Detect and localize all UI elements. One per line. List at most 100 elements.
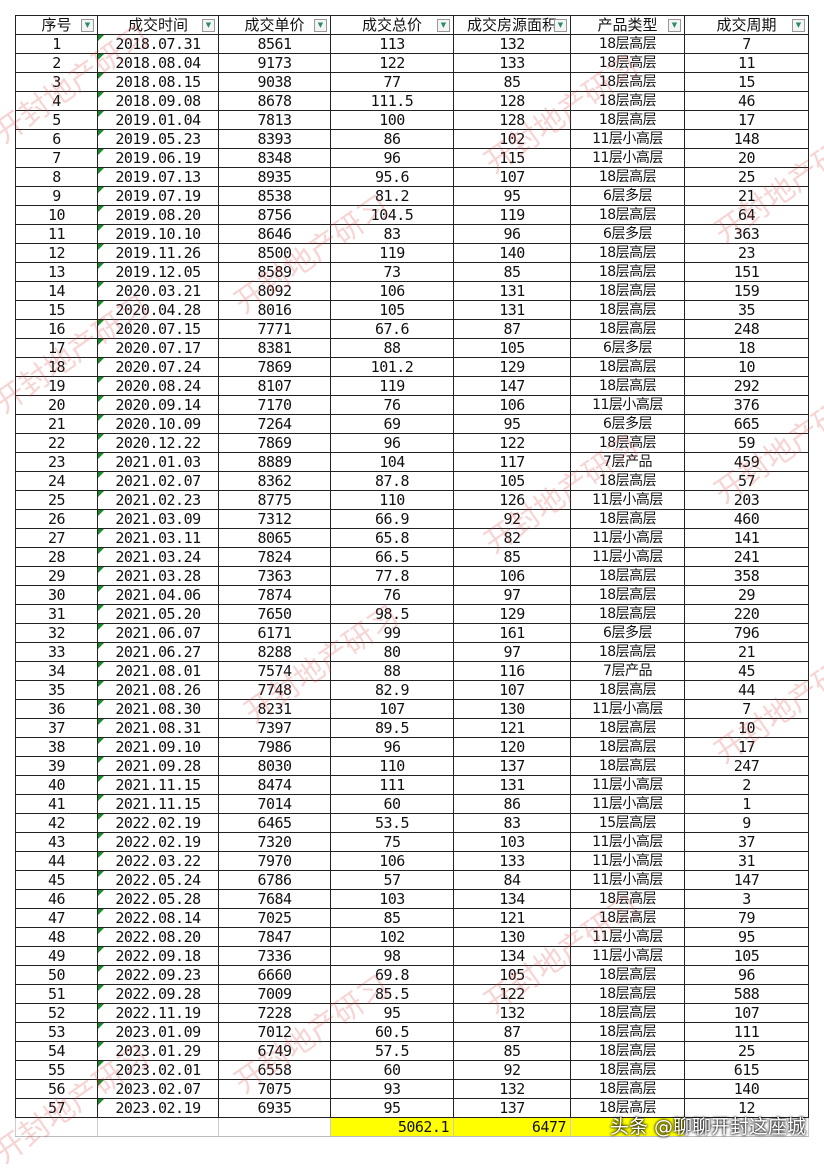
table-cell[interactable]: 796: [684, 623, 809, 643]
table-cell[interactable]: 18层高层: [570, 433, 685, 453]
table-cell[interactable]: 105: [453, 471, 571, 491]
table-cell[interactable]: 11层小高层: [570, 946, 685, 966]
table-cell[interactable]: 18层高层: [570, 34, 685, 54]
table-cell[interactable]: 2022.08.20: [97, 927, 219, 947]
table-cell[interactable]: 2023.02.01: [97, 1060, 219, 1080]
table-cell[interactable]: 110: [330, 756, 454, 776]
table-cell[interactable]: 42: [15, 813, 98, 833]
table-cell[interactable]: 2019.12.05: [97, 262, 219, 282]
table-cell[interactable]: 13: [15, 262, 98, 282]
table-cell[interactable]: 130: [453, 927, 571, 947]
table-cell[interactable]: 11层小高层: [570, 129, 685, 149]
table-cell[interactable]: 92: [453, 1060, 571, 1080]
table-cell[interactable]: 33: [15, 642, 98, 662]
table-cell[interactable]: 2020.07.24: [97, 357, 219, 377]
table-cell[interactable]: 60.5: [330, 1022, 454, 1042]
table-cell[interactable]: 2021.01.03: [97, 452, 219, 472]
table-cell[interactable]: 6660: [218, 965, 331, 985]
table-cell[interactable]: 134: [453, 889, 571, 909]
table-cell[interactable]: 18层高层: [570, 110, 685, 130]
table-cell[interactable]: 8756: [218, 205, 331, 225]
table-cell[interactable]: 2021.03.09: [97, 509, 219, 529]
table-cell[interactable]: 103: [330, 889, 454, 909]
table-cell[interactable]: 67.6: [330, 319, 454, 339]
table-cell[interactable]: 11: [684, 53, 809, 73]
table-cell[interactable]: 8: [15, 167, 98, 187]
table-cell[interactable]: 119: [330, 243, 454, 263]
table-cell[interactable]: 87: [453, 1022, 571, 1042]
table-cell[interactable]: 89.5: [330, 718, 454, 738]
table-cell[interactable]: 82: [453, 528, 571, 548]
table-cell[interactable]: 2022.02.19: [97, 832, 219, 852]
table-cell[interactable]: 6935: [218, 1098, 331, 1118]
table-cell[interactable]: 35: [15, 680, 98, 700]
table-cell[interactable]: 3: [684, 889, 809, 909]
table-cell[interactable]: 11层小高层: [570, 870, 685, 890]
table-cell[interactable]: 2021.03.24: [97, 547, 219, 567]
table-cell[interactable]: 30: [15, 585, 98, 605]
table-cell[interactable]: 57: [684, 471, 809, 491]
table-cell[interactable]: 6层多层: [570, 338, 685, 358]
table-cell[interactable]: 7970: [218, 851, 331, 871]
table-cell[interactable]: 665: [684, 414, 809, 434]
table-cell[interactable]: 31: [684, 851, 809, 871]
table-cell[interactable]: 116: [453, 661, 571, 681]
table-cell[interactable]: 8678: [218, 91, 331, 111]
table-cell[interactable]: 8092: [218, 281, 331, 301]
table-cell[interactable]: 8288: [218, 642, 331, 662]
table-cell[interactable]: 2018.08.04: [97, 53, 219, 73]
table-cell[interactable]: 2022.05.28: [97, 889, 219, 909]
dropdown-filter-icon[interactable]: ▼: [792, 19, 805, 32]
table-cell[interactable]: 2022.03.22: [97, 851, 219, 871]
table-cell[interactable]: 32: [15, 623, 98, 643]
table-cell[interactable]: 7170: [218, 395, 331, 415]
table-cell[interactable]: 26: [15, 509, 98, 529]
table-cell[interactable]: 2022.08.14: [97, 908, 219, 928]
table-cell[interactable]: 97: [453, 642, 571, 662]
table-cell[interactable]: 31: [15, 604, 98, 624]
table-cell[interactable]: 18层高层: [570, 718, 685, 738]
dropdown-filter-icon[interactable]: ▼: [202, 19, 215, 32]
table-cell[interactable]: 2022.05.24: [97, 870, 219, 890]
table-cell[interactable]: 104.5: [330, 205, 454, 225]
table-cell[interactable]: 9: [15, 186, 98, 206]
table-cell[interactable]: 111.5: [330, 91, 454, 111]
table-cell[interactable]: 12: [684, 1098, 809, 1118]
table-cell[interactable]: 7847: [218, 927, 331, 947]
table-cell[interactable]: 23: [684, 243, 809, 263]
table-cell[interactable]: 8561: [218, 34, 331, 54]
table-cell[interactable]: 241: [684, 547, 809, 567]
table-cell[interactable]: 59: [684, 433, 809, 453]
table-cell[interactable]: 18层高层: [570, 91, 685, 111]
table-cell[interactable]: 48: [15, 927, 98, 947]
table-cell[interactable]: 24: [15, 471, 98, 491]
table-cell[interactable]: 37: [684, 832, 809, 852]
table-cell[interactable]: 107: [453, 167, 571, 187]
table-cell[interactable]: 110: [330, 490, 454, 510]
column-header[interactable]: 序号 ▼: [15, 15, 98, 35]
table-cell[interactable]: 49: [15, 946, 98, 966]
table-cell[interactable]: 28: [15, 547, 98, 567]
table-cell[interactable]: 95: [453, 414, 571, 434]
table-cell[interactable]: 18层高层: [570, 319, 685, 339]
table-cell[interactable]: 85: [330, 908, 454, 928]
table-cell[interactable]: 2021.02.23: [97, 490, 219, 510]
table-cell[interactable]: 7层产品: [570, 452, 685, 472]
table-cell[interactable]: 29: [684, 585, 809, 605]
table-cell[interactable]: 132: [453, 1079, 571, 1099]
table-cell[interactable]: 18层高层: [570, 604, 685, 624]
table-cell[interactable]: 7012: [218, 1022, 331, 1042]
table-cell[interactable]: 7650: [218, 604, 331, 624]
table-cell[interactable]: 85: [453, 72, 571, 92]
table-cell[interactable]: 7986: [218, 737, 331, 757]
table-cell[interactable]: 147: [453, 376, 571, 396]
table-cell[interactable]: 11层小高层: [570, 547, 685, 567]
table-cell[interactable]: 18层高层: [570, 984, 685, 1004]
table-cell[interactable]: 2021.09.28: [97, 756, 219, 776]
table-cell[interactable]: 130: [453, 699, 571, 719]
table-cell[interactable]: 133: [453, 851, 571, 871]
table-cell[interactable]: 6465: [218, 813, 331, 833]
table-cell[interactable]: 7574: [218, 661, 331, 681]
table-cell[interactable]: 7748: [218, 680, 331, 700]
table-cell[interactable]: 105: [330, 300, 454, 320]
